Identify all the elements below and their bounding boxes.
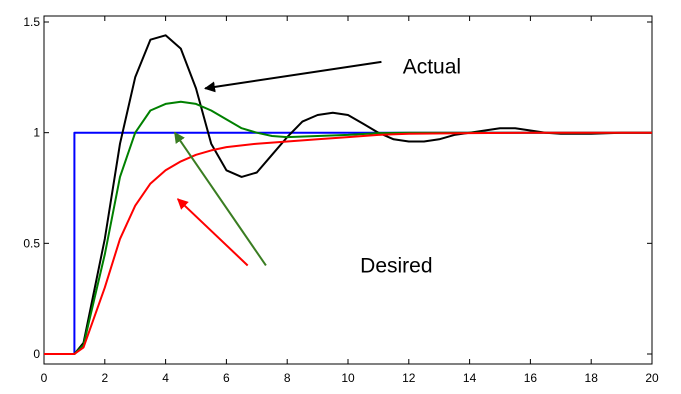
x-tick-label: 10 (341, 371, 355, 385)
x-tick-label: 4 (162, 371, 169, 385)
y-axis: 0 0.5 1 1.5 (23, 15, 652, 361)
y-tick-label: 0.5 (23, 236, 40, 250)
x-axis: 0 2 4 6 8 10 12 14 16 18 20 (41, 16, 659, 385)
annotation-label: Desired (360, 254, 432, 277)
x-tick-label: 0 (41, 371, 48, 385)
annotation-layer: Actual Desired (173, 55, 461, 277)
series-line-3 (44, 131, 652, 355)
x-tick-label: 2 (101, 371, 108, 385)
series-layer (44, 34, 652, 355)
annotation-arrow (204, 60, 382, 93)
y-tick-label: 1 (33, 126, 40, 140)
x-tick-label: 20 (645, 371, 659, 385)
x-tick-label: 12 (402, 371, 416, 385)
annotation-arrow (173, 131, 267, 267)
x-tick-label: 18 (585, 371, 599, 385)
x-tick-label: 14 (463, 371, 477, 385)
annotation-label: Actual (403, 55, 461, 78)
series-line-1 (44, 34, 652, 355)
y-tick-label: 1.5 (23, 15, 40, 29)
plot-area (43, 15, 653, 365)
annotation-arrow (176, 198, 249, 267)
x-tick-label: 16 (524, 371, 538, 385)
y-tick-label: 0 (33, 347, 40, 361)
x-tick-label: 8 (284, 371, 291, 385)
x-tick-label: 6 (223, 371, 230, 385)
